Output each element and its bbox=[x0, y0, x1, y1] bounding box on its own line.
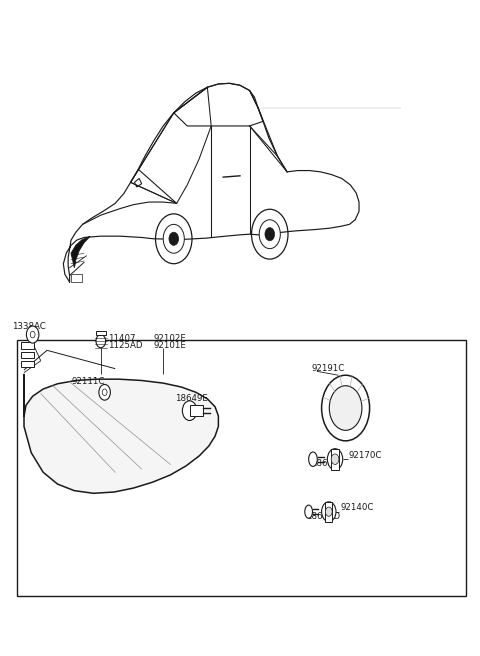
Bar bbox=[71, 274, 82, 282]
Text: 18649E: 18649E bbox=[175, 394, 208, 403]
Circle shape bbox=[331, 454, 339, 464]
Text: 92140C: 92140C bbox=[341, 503, 374, 512]
Circle shape bbox=[163, 224, 184, 253]
Circle shape bbox=[30, 331, 35, 338]
Circle shape bbox=[259, 220, 280, 249]
Circle shape bbox=[265, 228, 275, 241]
Text: 11407: 11407 bbox=[108, 334, 136, 343]
Polygon shape bbox=[24, 374, 218, 493]
Circle shape bbox=[102, 389, 107, 396]
Bar bbox=[21, 342, 34, 349]
Text: 92191C: 92191C bbox=[311, 364, 344, 373]
Circle shape bbox=[99, 384, 110, 400]
Text: 1125AD: 1125AD bbox=[108, 340, 143, 350]
Text: 18644F: 18644F bbox=[311, 459, 344, 468]
Text: 18643D: 18643D bbox=[306, 512, 340, 521]
Bar bbox=[190, 405, 203, 416]
Circle shape bbox=[325, 507, 332, 516]
Polygon shape bbox=[71, 236, 90, 268]
Circle shape bbox=[322, 502, 336, 522]
Text: 1338AC: 1338AC bbox=[12, 322, 46, 331]
Circle shape bbox=[26, 326, 39, 343]
Ellipse shape bbox=[305, 505, 312, 518]
Circle shape bbox=[329, 386, 362, 430]
Bar bbox=[21, 361, 34, 367]
Circle shape bbox=[322, 375, 370, 441]
Bar bbox=[21, 352, 34, 358]
Circle shape bbox=[327, 449, 343, 470]
Bar bbox=[96, 331, 106, 335]
Text: 92111C: 92111C bbox=[71, 377, 105, 386]
Circle shape bbox=[96, 335, 106, 348]
Text: 92101E: 92101E bbox=[154, 340, 186, 350]
Circle shape bbox=[182, 401, 197, 420]
Ellipse shape bbox=[309, 452, 317, 466]
Bar bbox=[331, 449, 339, 470]
Text: 92102E: 92102E bbox=[154, 334, 186, 343]
Bar bbox=[325, 502, 332, 522]
Bar bbox=[17, 340, 466, 596]
Circle shape bbox=[169, 232, 179, 245]
Text: 92170C: 92170C bbox=[348, 451, 382, 460]
